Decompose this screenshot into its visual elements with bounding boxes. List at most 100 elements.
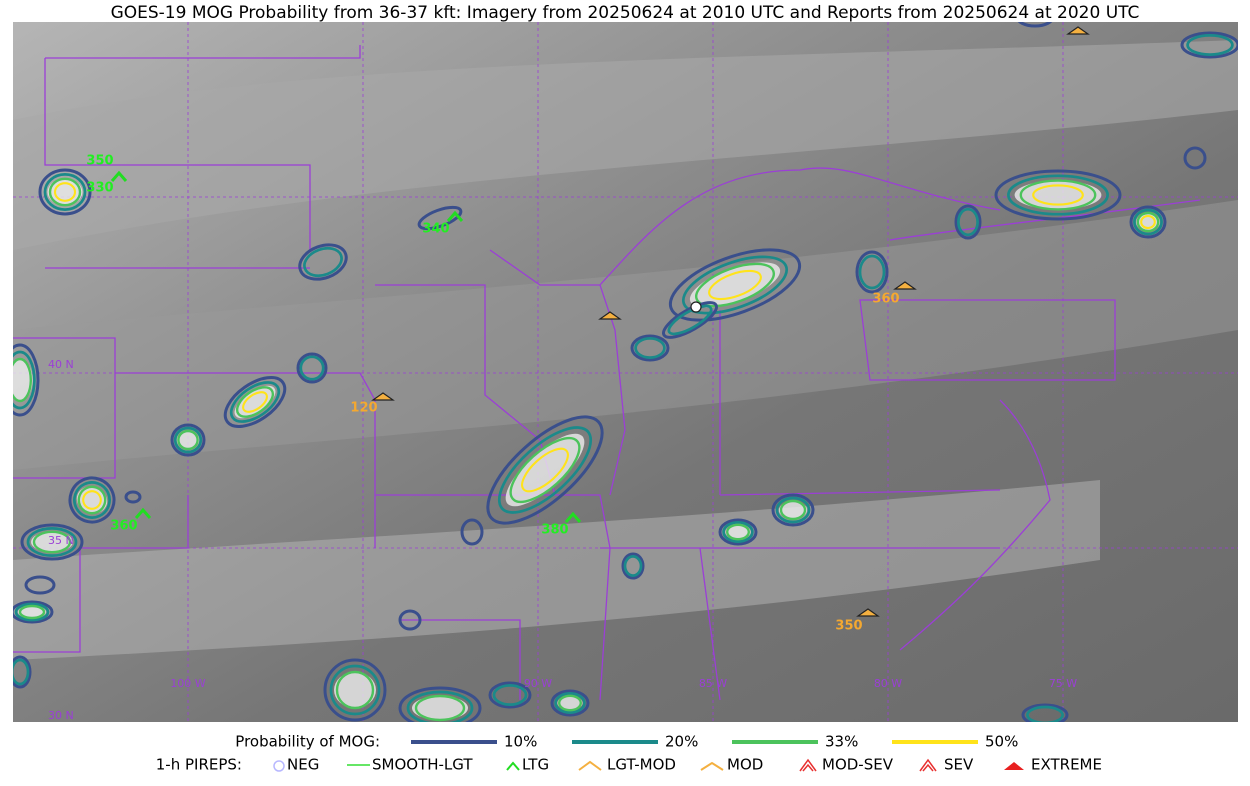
- contour: [1136, 211, 1160, 233]
- contour: [398, 686, 482, 722]
- contour: [329, 664, 381, 716]
- contour: [486, 415, 604, 525]
- legend-label: NEG: [287, 756, 319, 774]
- legend-label: 20%: [665, 733, 698, 751]
- contour: [14, 602, 50, 622]
- lon-label: 100 W: [170, 677, 205, 690]
- contour-cluster: [1021, 703, 1069, 722]
- pirep-label: 360: [872, 292, 899, 307]
- contour-cluster: [13, 600, 54, 624]
- contour: [335, 670, 375, 710]
- contour: [695, 262, 775, 308]
- contour: [1183, 146, 1207, 170]
- contour: [954, 204, 982, 240]
- contour: [488, 681, 532, 709]
- lon-label: 90 W: [524, 677, 552, 690]
- contour: [13, 655, 32, 689]
- contour: [299, 355, 325, 381]
- contour-cluster: [1017, 22, 1053, 28]
- contour: [634, 337, 666, 359]
- contour: [1140, 214, 1156, 230]
- contour: [779, 499, 807, 521]
- lat-label: 35 N: [48, 534, 74, 547]
- cloud-top: [412, 696, 468, 720]
- contour: [177, 429, 199, 451]
- pirep-symbol: [1066, 26, 1090, 35]
- contour-cluster: [124, 490, 142, 504]
- pirep-label: 350: [86, 154, 113, 169]
- contour: [1133, 208, 1163, 236]
- contour: [26, 527, 78, 557]
- cloud-top: [334, 672, 376, 708]
- contour: [173, 426, 203, 454]
- contour: [229, 381, 281, 423]
- pirep-label: 380: [541, 523, 568, 538]
- pirep-symbol: [564, 511, 582, 523]
- contour: [1129, 205, 1167, 239]
- legend-label: MOD-SEV: [822, 756, 894, 774]
- cloud-top: [779, 501, 807, 519]
- contour: [13, 357, 32, 403]
- cloud-top: [76, 486, 108, 514]
- contour-cluster: [24, 575, 56, 595]
- cloud-top: [13, 359, 33, 401]
- contour: [13, 343, 40, 417]
- contour-cluster: [223, 376, 287, 428]
- contour: [53, 182, 77, 202]
- contour: [124, 490, 142, 504]
- contour: [38, 168, 92, 216]
- pirep-symbol: [690, 301, 702, 313]
- pirep-label: 350: [835, 619, 862, 634]
- lon-label: 75 W: [1049, 677, 1077, 690]
- contour-cluster: [771, 493, 815, 527]
- contour-cluster: [954, 204, 982, 240]
- contour-cluster: [38, 168, 92, 216]
- cloud-band: [13, 40, 1238, 250]
- contour: [957, 207, 979, 237]
- contour: [18, 604, 46, 620]
- contour-cluster: [718, 518, 758, 546]
- pirep-symbol: [893, 281, 917, 290]
- contour: [630, 334, 670, 362]
- cloud-top: [725, 524, 751, 540]
- contour: [621, 552, 645, 580]
- contour-cluster: [1129, 205, 1167, 239]
- legend-title: Probability of MOG:: [235, 733, 380, 751]
- contour: [20, 523, 84, 561]
- contour: [855, 250, 889, 294]
- contour-cluster: [68, 476, 116, 524]
- cloud-top: [31, 531, 73, 553]
- contour: [242, 391, 268, 413]
- contour: [323, 658, 387, 722]
- contour: [1032, 184, 1084, 206]
- contour-cluster: [1180, 31, 1238, 59]
- contour-cluster: [621, 552, 645, 580]
- title: GOES-19 MOG Probability from 36-37 kft: …: [111, 3, 1140, 23]
- contour: [303, 246, 343, 278]
- contour: [13, 600, 54, 624]
- legend-label: LTG: [522, 756, 549, 774]
- contour-cluster: [855, 250, 889, 294]
- contour: [775, 496, 811, 524]
- contour-cluster: [486, 415, 604, 525]
- contour: [509, 436, 581, 504]
- contour: [77, 485, 107, 515]
- contour: [994, 169, 1122, 221]
- lon-label: 85 W: [699, 677, 727, 690]
- contour-cluster: [398, 686, 482, 722]
- pirep-symbol: [371, 392, 395, 401]
- graticule-labels: 40 N 35 N 30 N 100 W 90 W 85 W 80 W 75 W: [48, 358, 1077, 722]
- pirep-label: 340: [422, 222, 449, 237]
- pirep-label: 330: [86, 181, 113, 196]
- mog-contours: [13, 22, 1238, 722]
- contour-cluster: [550, 689, 590, 717]
- contour-cluster: [1183, 146, 1207, 170]
- contour: [298, 243, 348, 281]
- contour: [771, 493, 815, 527]
- contour: [858, 254, 886, 290]
- contour-cluster: [488, 681, 532, 709]
- contour-cluster: [13, 343, 40, 417]
- contour-cluster: [296, 352, 328, 384]
